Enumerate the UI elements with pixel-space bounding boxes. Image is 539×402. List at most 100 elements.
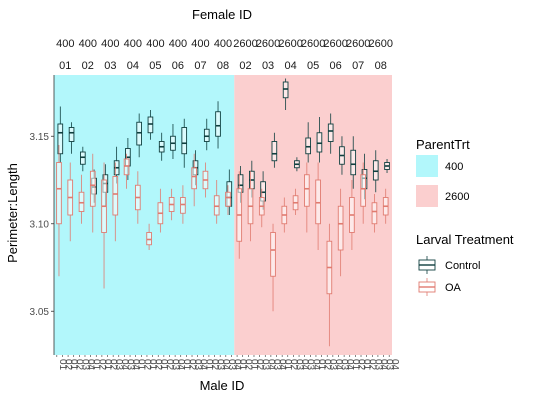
legend-swatch-parent-0 — [416, 155, 438, 177]
box-body — [57, 123, 64, 155]
x-tick-label: 03 — [372, 359, 383, 371]
y-axis-title: Perimeter:Length — [5, 163, 20, 263]
box-oa-4 — [101, 162, 107, 289]
strip-female-9: 03 — [262, 60, 274, 72]
x-tick-label: 04 — [85, 359, 96, 371]
x-tick-label: 03 — [79, 359, 90, 371]
box-control-2 — [80, 146, 86, 172]
x-tick-label: 03 — [293, 359, 304, 371]
y-tick-label: 3.05 — [30, 307, 50, 318]
box-control-11 — [181, 118, 188, 168]
box-oa-0 — [56, 145, 62, 277]
legend: ParentTrt Larval Treatment 400 2600 Contro… — [416, 137, 514, 296]
box-oa-22 — [304, 162, 310, 233]
strip-parent-0: 400 — [56, 38, 74, 50]
strip-female-11: 05 — [307, 60, 319, 72]
box-body — [191, 167, 197, 190]
legend-larval-title: Larval Treatment — [416, 232, 514, 247]
x-tick-label: 02 — [153, 359, 164, 371]
x-tick-label: 04 — [265, 359, 276, 371]
box-control-1 — [68, 122, 75, 154]
strip-parent-13: 2600 — [346, 38, 370, 50]
strip-female-5: 06 — [172, 60, 184, 72]
strip-female-6: 07 — [194, 60, 206, 72]
strip-female-10: 04 — [284, 60, 296, 72]
box-body — [337, 205, 344, 251]
x-tick-label: 01 — [102, 359, 113, 371]
strip-parent-2: 400 — [101, 38, 119, 50]
box-oa-28 — [371, 194, 378, 233]
x-tick-label: 02 — [243, 359, 254, 371]
x-tick-label: 01 — [136, 359, 147, 371]
box-body — [112, 176, 119, 216]
box-control-25 — [339, 136, 345, 175]
box-control-26 — [350, 136, 357, 189]
box-body — [136, 121, 142, 146]
y-tick-label: 3.15 — [30, 132, 50, 143]
strip-female-7: 08 — [217, 60, 229, 72]
strip-parent-8: 2600 — [233, 38, 257, 50]
box-body — [215, 111, 221, 137]
box-control-29 — [384, 159, 390, 173]
legend-label-parent-1: 2600 — [445, 191, 469, 203]
x-tick-label: 03 — [192, 359, 203, 371]
box-body — [271, 141, 278, 162]
strip-female-0: 01 — [59, 60, 71, 72]
box-oa-23 — [315, 162, 321, 250]
x-tick-label: 03 — [215, 359, 226, 371]
strip-female-14: 08 — [375, 60, 387, 72]
strip-female-4: 05 — [149, 60, 161, 72]
box-oa-19 — [270, 223, 276, 312]
strip-parent-3: 400 — [124, 38, 142, 50]
legend-label-larval-0: Control — [445, 260, 480, 272]
x-tick-label: 02 — [164, 359, 175, 371]
box-oa-7 — [135, 171, 141, 224]
box-oa-14 — [213, 180, 220, 224]
strip-parent-7: 400 — [214, 38, 232, 50]
box-body — [123, 158, 130, 176]
box-body — [146, 232, 152, 246]
box-body — [180, 197, 186, 214]
x-tick-label: 04 — [378, 359, 389, 371]
box-control-24 — [327, 113, 334, 154]
strip-female-8: 02 — [239, 60, 251, 72]
box-oa-29 — [382, 188, 389, 224]
box-body — [327, 123, 334, 142]
box-oa-1 — [67, 162, 74, 242]
box-control-22 — [305, 122, 311, 163]
box-body — [372, 160, 379, 181]
box-body — [371, 202, 378, 225]
x-tick-label: 01 — [316, 359, 327, 371]
box-oa-12 — [191, 153, 197, 207]
x-tick-label: 04 — [231, 359, 242, 371]
x-tick-label: 02 — [254, 359, 265, 371]
strip-parent-9: 2600 — [256, 38, 280, 50]
x-tick-label: 04 — [344, 359, 355, 371]
x-tick-label: 02 — [74, 359, 85, 371]
box-control-21 — [294, 157, 300, 172]
box-body — [315, 179, 321, 225]
box-body — [316, 132, 323, 153]
legend-key-larval-1 — [418, 278, 436, 296]
strip-female-13: 07 — [352, 60, 364, 72]
x-tick-label: 02 — [141, 359, 152, 371]
panel-bg-2600 — [234, 75, 392, 355]
x-tick-label: 01 — [147, 359, 158, 371]
box-oa-17 — [247, 171, 254, 242]
box-oa-5 — [112, 162, 119, 242]
x-tick-label: 03 — [260, 359, 271, 371]
x-tick-label: 02 — [186, 359, 197, 371]
box-body — [68, 127, 75, 142]
strip-parent-10: 2600 — [278, 38, 302, 50]
box-control-9 — [158, 132, 165, 161]
x-tick-label: 02 — [209, 359, 220, 371]
legend-swatch-parent-1 — [416, 185, 438, 207]
box-control-10 — [170, 124, 176, 159]
strip-parent-12: 2600 — [323, 38, 347, 50]
x-tick-label: 01 — [68, 359, 79, 371]
x-tick-label: 02 — [288, 359, 299, 371]
x-tick-label: 04 — [389, 359, 400, 371]
x-tick-label: 04 — [198, 359, 209, 371]
x-tick-label: 01 — [57, 359, 68, 371]
